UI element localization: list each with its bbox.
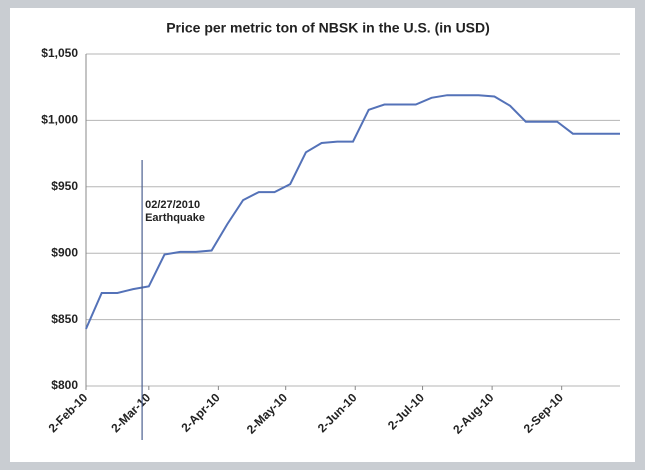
chart-panel [10, 8, 635, 462]
y-tick-label: $800 [51, 378, 78, 392]
y-tick-label: $900 [51, 245, 78, 259]
y-tick-label: $950 [51, 179, 78, 193]
price-line [85, 94, 620, 330]
y-tick-label: $1,000 [41, 113, 78, 127]
y-tick-label: $850 [51, 312, 78, 326]
annotation-date: 02/27/2010 [145, 199, 200, 211]
y-tick-label: $1,050 [41, 46, 78, 60]
annotation-label: Earthquake [145, 212, 205, 224]
chart-title: Price per metric ton of NBSK in the U.S.… [166, 20, 490, 36]
